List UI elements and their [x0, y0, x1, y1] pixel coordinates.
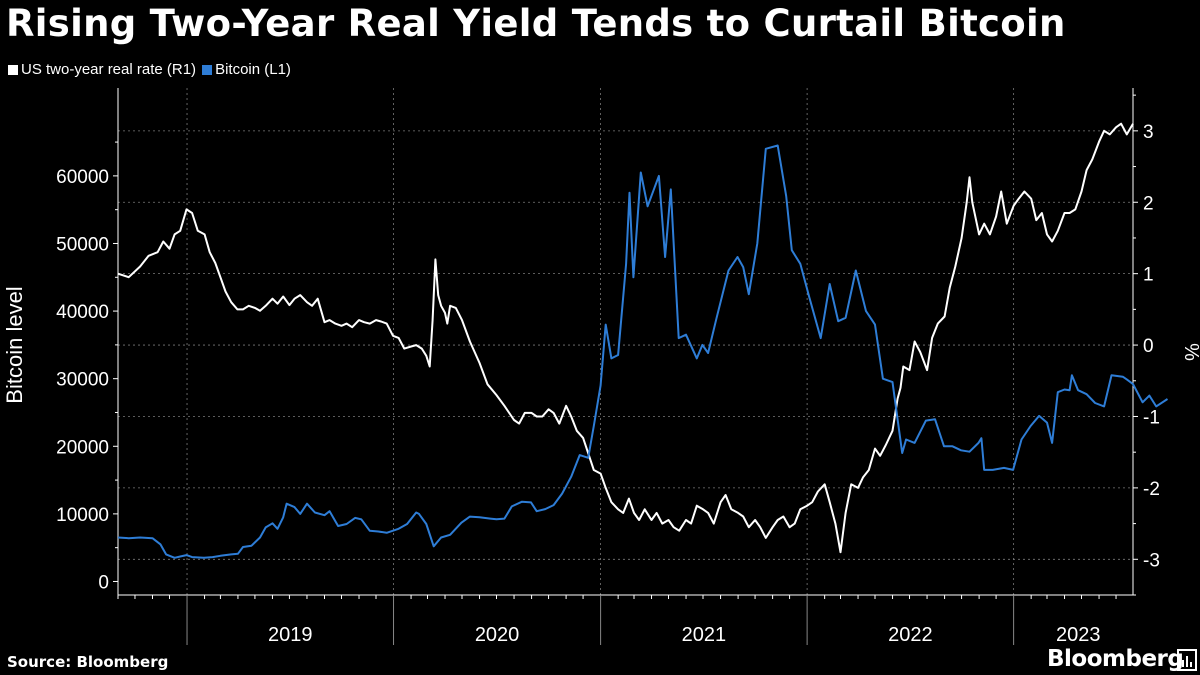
series-line-real-rate — [117, 122, 1134, 554]
bloomberg-terminal-icon — [1177, 649, 1197, 671]
series-line-bitcoin — [117, 144, 1169, 559]
source-note: Source: Bloomberg — [7, 653, 169, 671]
legend-label-bitcoin: Bitcoin (L1) — [215, 61, 291, 78]
y-right-tick-label: -2 — [1143, 479, 1160, 500]
y-left-tick-label: 20000 — [56, 437, 109, 458]
y-left-tick-label: 50000 — [56, 234, 109, 255]
y-right-tick-label: -1 — [1143, 407, 1160, 428]
legend: US two-year real rate (R1) Bitcoin (L1) — [8, 61, 297, 78]
legend-swatch-real-rate — [8, 64, 18, 75]
y-left-tick-label: 0 — [98, 572, 109, 593]
legend-item-bitcoin: Bitcoin (L1) — [202, 61, 291, 78]
brand-logo: Bloomberg — [1047, 646, 1184, 672]
y-left-tick-label: 60000 — [56, 167, 109, 188]
chart-title: Rising Two-Year Real Yield Tends to Curt… — [6, 2, 1066, 45]
x-tick-label: 2022 — [888, 624, 933, 646]
x-tick-label: 2020 — [475, 624, 520, 646]
y-right-tick-label: -3 — [1143, 550, 1160, 571]
legend-swatch-bitcoin — [202, 64, 213, 75]
y-right-tick-label: 3 — [1143, 122, 1154, 143]
x-tick-label: 2021 — [682, 624, 727, 646]
y-left-tick-label: 30000 — [56, 370, 109, 391]
x-tick-label: 2023 — [1056, 624, 1101, 646]
legend-item-real-rate: US two-year real rate (R1) — [8, 61, 196, 78]
legend-label-real-rate: US two-year real rate (R1) — [21, 61, 197, 78]
y-right-tick-label: 2 — [1143, 193, 1154, 214]
x-tick-label: 2019 — [268, 624, 313, 646]
y-right-tick-label: 1 — [1143, 265, 1154, 286]
y-left-tick-label: 40000 — [56, 302, 109, 323]
y-left-tick-label: 10000 — [56, 505, 109, 526]
y-axis-right-label: % — [1180, 343, 1200, 361]
y-right-tick-label: 0 — [1143, 336, 1154, 357]
